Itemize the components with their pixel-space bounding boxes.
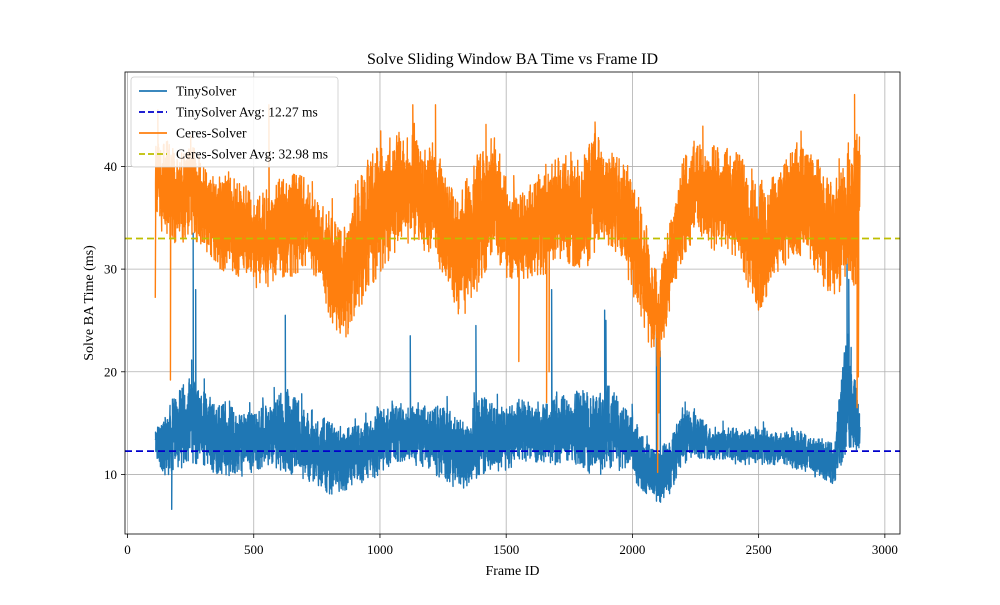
legend-box	[130, 76, 339, 168]
legend-label: TinySolver	[176, 84, 237, 99]
y-axis-label: Solve BA Time (ms)	[82, 245, 97, 361]
legend-label: TinySolver Avg: 12.27 ms	[176, 105, 318, 120]
x-tick-label: 1500	[493, 542, 519, 557]
legend-label: Ceres-Solver Avg: 32.98 ms	[176, 147, 328, 162]
x-tick-label: 3000	[872, 542, 898, 557]
x-axis-label: Frame ID	[485, 564, 539, 579]
y-tick-label: 10	[104, 467, 117, 482]
x-tick-label: 0	[124, 542, 131, 557]
series-line-ceres-solver	[154, 93, 861, 474]
plot-frame	[124, 71, 901, 535]
x-tick-label: 2500	[746, 542, 772, 557]
x-tick-label: 500	[244, 542, 264, 557]
series-line-tinysolver	[154, 225, 861, 511]
x-tick-label: 1000	[367, 542, 393, 557]
chart-title: Solve Sliding Window BA Time vs Frame ID	[367, 51, 658, 68]
x-tick-label: 2000	[619, 542, 645, 557]
y-tick-label: 40	[104, 159, 117, 174]
series-group	[125, 93, 900, 511]
y-tick-label: 20	[104, 364, 117, 379]
axes: 0 500 1000 1500 2000 2500 3000 10 20 30 40	[104, 159, 898, 557]
legend-label: Ceres-Solver	[176, 126, 247, 141]
legend: TinySolver TinySolver Avg: 12.27 ms Ceres-…	[130, 76, 339, 168]
y-tick-label: 30	[104, 262, 117, 277]
